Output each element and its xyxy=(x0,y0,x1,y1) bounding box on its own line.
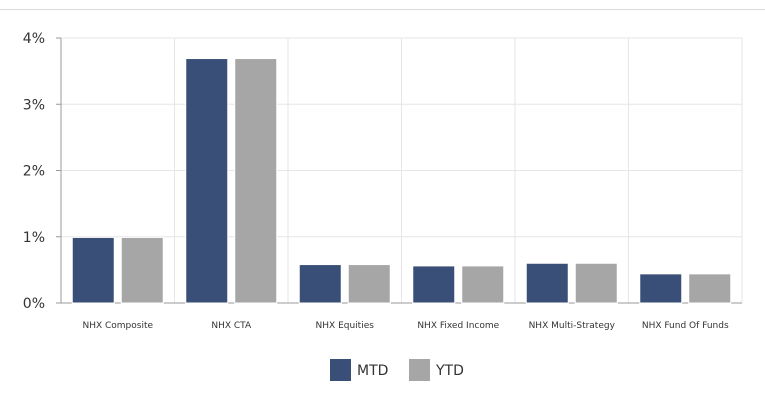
legend-swatch xyxy=(409,359,430,381)
bar-ytd-0[interactable] xyxy=(120,236,164,304)
x-tick-label: NHX Fund Of Funds xyxy=(642,321,729,331)
bar-mtd-4[interactable] xyxy=(525,262,569,304)
bar-mtd-3[interactable] xyxy=(412,265,456,304)
bar-mtd-2[interactable] xyxy=(298,264,342,304)
y-tick-label: 2% xyxy=(23,164,45,180)
legend-swatch xyxy=(330,359,351,381)
x-tick-label: NHX CTA xyxy=(211,321,252,331)
legend-label: MTD xyxy=(357,363,388,379)
legend-item-mtd[interactable]: MTD xyxy=(330,359,388,381)
axes xyxy=(56,37,742,304)
bar-ytd-3[interactable] xyxy=(461,265,505,304)
x-tick-label: NHX Multi-Strategy xyxy=(529,321,616,331)
bars xyxy=(71,58,732,304)
bar-mtd-5[interactable] xyxy=(639,273,683,304)
bar-ytd-1[interactable] xyxy=(234,58,278,304)
legend-item-ytd[interactable]: YTD xyxy=(409,359,464,381)
legend[interactable]: MTD YTD xyxy=(330,359,464,381)
y-tick-label: 3% xyxy=(23,97,45,113)
x-tick-label: NHX Fixed Income xyxy=(417,321,499,331)
x-axis-ticks: NHX Composite NHX CTA NHX Equities NHX Fixe… xyxy=(82,321,728,331)
grid xyxy=(61,37,743,303)
bar-ytd-2[interactable] xyxy=(347,264,391,304)
bar-ytd-5[interactable] xyxy=(688,273,732,304)
y-tick-label: 0% xyxy=(23,296,45,312)
legend-label: YTD xyxy=(435,363,464,379)
y-axis-ticks: 0% 1% 2% 3% 4% xyxy=(23,31,45,312)
bar-mtd-0[interactable] xyxy=(71,236,115,304)
x-tick-label: NHX Equities xyxy=(316,321,375,331)
top-divider xyxy=(0,9,765,10)
bar-ytd-4[interactable] xyxy=(574,262,618,304)
y-tick-label: 4% xyxy=(23,31,45,47)
x-tick-label: NHX Composite xyxy=(82,321,153,331)
bar-mtd-1[interactable] xyxy=(185,58,229,304)
y-tick-label: 1% xyxy=(23,230,45,246)
